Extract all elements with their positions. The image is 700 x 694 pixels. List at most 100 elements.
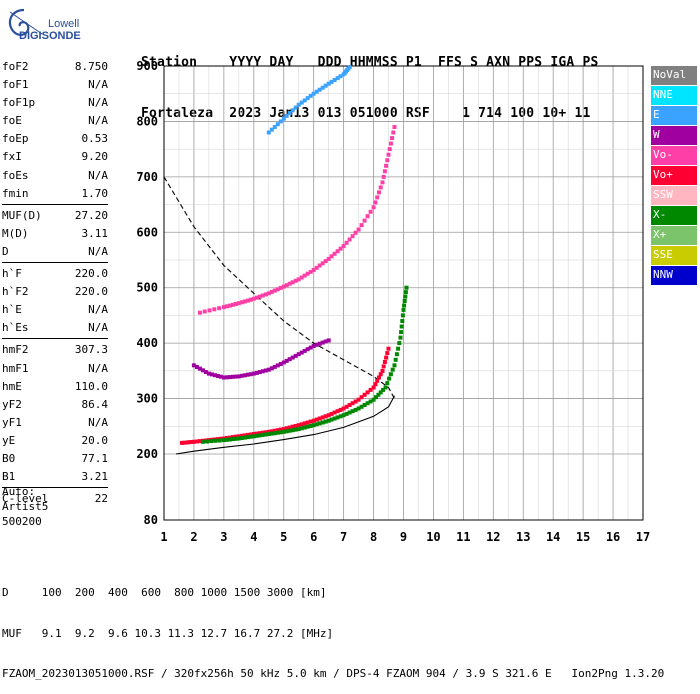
data-point [323,414,328,419]
data-point [362,218,367,223]
data-point [296,102,301,107]
data-point [180,440,184,445]
param-name: foF2 [2,60,29,73]
param-name: h`F2 [2,285,29,299]
data-point [323,339,328,344]
param-row: h`E N/A [2,301,108,319]
data-point [302,421,307,426]
y-tick-label: 600 [136,225,158,239]
data-point [326,256,331,261]
auto-artist: Artist5 [2,500,49,513]
data-point [239,433,244,438]
param-value: N/A [88,321,108,335]
data-point [278,362,283,366]
data-point [269,127,274,132]
data-point [272,364,277,369]
data-point [308,419,313,424]
data-point [371,205,376,210]
data-point [308,93,313,98]
data-point [362,392,367,397]
param-name: fxI [2,150,22,164]
data-point [378,390,383,395]
param-value: 8.750 [74,60,108,73]
data-point [287,425,292,430]
footer-muf: MUF 9.1 9.2 9.6 10.3 11.3 12.7 16.7 27.2… [2,626,334,640]
data-point [278,119,283,124]
data-point [338,74,343,79]
data-point [305,271,310,276]
footer-info: D 100 200 400 600 800 1000 1500 3000 [km… [2,559,664,694]
x-tick-label: 8 [370,530,377,544]
plot-frame [163,65,644,521]
param-row: foF1 N/A [2,76,108,94]
data-point [215,374,220,378]
data-point [206,371,211,376]
data-point [197,439,202,444]
data-point [378,185,383,190]
data-point [245,432,250,437]
data-point [329,411,334,416]
data-point [266,432,271,436]
data-point [402,303,407,308]
param-row: h`F 220.0 [2,265,108,283]
data-point [290,280,295,285]
x-tick-label: 1 [160,530,167,544]
data-point [308,424,313,428]
data-point [302,273,307,278]
data-point [278,430,283,435]
param-name: foF1 [2,78,29,92]
data-point [290,428,295,433]
data-point [230,302,235,307]
x-tick-label: 6 [310,530,317,544]
data-point [299,350,304,355]
y-tick-label: 200 [136,447,158,461]
data-point [402,299,407,303]
data-point [344,404,349,409]
param-name: foF1p [2,96,36,110]
data-point [371,385,376,390]
param-row: foEs N/A [2,167,108,185]
y-tick-label: 300 [136,392,158,406]
data-point [209,439,214,444]
param-row: hmF1 N/A [2,360,108,378]
data-point [217,438,222,443]
data-point [388,141,393,146]
data-point [381,364,386,369]
data-point [376,392,381,397]
data-point [314,342,319,347]
param-row: B0 77.1 [2,450,108,468]
data-point [209,372,214,377]
param-name: B1 [2,470,16,484]
data-point [266,291,271,296]
param-row: C-level 22 [2,490,108,508]
data-point [290,108,295,113]
data-point [317,416,322,421]
data-point [393,357,398,362]
data-point [398,335,403,340]
data-point [227,437,232,442]
param-row: foF1p N/A [2,94,108,112]
data-point [233,302,238,306]
footer-file: FZAOM_2023013051000.RSF / 320fx256h 50 k… [2,667,665,680]
data-point [281,427,286,432]
data-point [368,399,373,404]
data-point [207,308,212,313]
data-point [347,410,352,415]
data-point [326,413,331,418]
scaled-profile [163,176,395,399]
data-point [381,174,386,179]
x-tick-label: 16 [606,530,620,544]
data-point [399,324,404,329]
param-name: yF2 [2,397,22,411]
data-point [217,306,222,311]
param-value: N/A [88,96,108,110]
data-point [221,375,226,380]
param-row: hmF2 307.3 [2,341,108,359]
data-point [290,355,295,360]
plot-marks [180,65,409,445]
data-point [236,434,241,439]
data-point [320,420,325,425]
data-point [296,277,301,282]
param-name: foE [2,114,22,128]
y-tick-label: 800 [136,114,158,128]
